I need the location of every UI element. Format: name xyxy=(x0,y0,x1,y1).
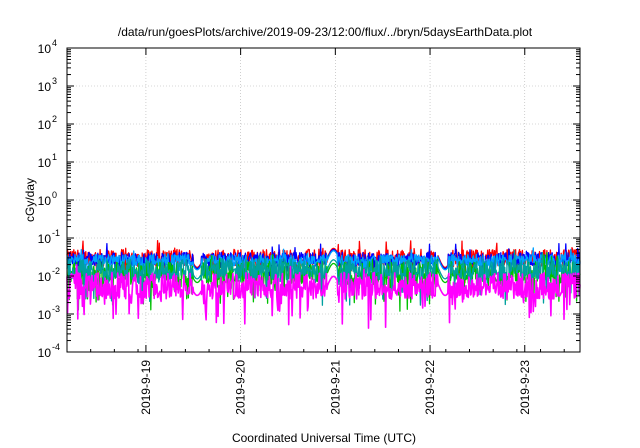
x-tick-labels: 2019-9-19 2019-9-20 2019-9-21 2019-9-22 2019… xyxy=(139,360,532,415)
x-axis-label: Coordinated Universal Time (UTC) xyxy=(232,431,416,445)
y-tick-exponent: -2 xyxy=(52,266,60,276)
x-tick-label: 2019-9-20 xyxy=(234,360,248,415)
y-tick-label: 10 xyxy=(38,346,52,360)
x-tick-label: 2019-9-23 xyxy=(518,360,532,415)
y-tick-label: 10 xyxy=(38,270,52,284)
y-tick-exponent: 0 xyxy=(52,190,57,200)
y-tick-label: 10 xyxy=(38,232,52,246)
y-tick-label: 10 xyxy=(38,308,52,322)
y-tick-exponent: 1 xyxy=(52,152,57,162)
y-tick-label: 10 xyxy=(38,118,52,132)
y-tick-exponent: 3 xyxy=(52,76,57,86)
series-line-6 xyxy=(66,264,581,329)
y-tick-exponent: -3 xyxy=(52,304,60,314)
y-tick-label: 10 xyxy=(38,194,52,208)
series-layer xyxy=(66,239,581,329)
y-tick-exponent: -4 xyxy=(52,342,60,352)
plot-area xyxy=(67,48,580,352)
axis-ticks xyxy=(66,47,580,353)
y-tick-label: 10 xyxy=(38,80,52,94)
y-tick-exponent: 4 xyxy=(52,38,57,48)
y-tick-exponent: 2 xyxy=(52,114,57,124)
x-tick-label: 2019-9-21 xyxy=(328,360,342,415)
x-tick-label: 2019-9-22 xyxy=(423,360,437,415)
y-tick-label: 10 xyxy=(38,156,52,170)
series-line-3 xyxy=(66,247,581,284)
y-tick-label: 10 xyxy=(38,42,52,56)
chart-title: /data/run/goesPlots/archive/2019-09-23/1… xyxy=(118,25,533,39)
x-tick-label: 2019-9-19 xyxy=(139,360,153,415)
y-tick-exponent: -1 xyxy=(52,228,60,238)
y-axis-label: cGy/day xyxy=(23,178,37,222)
